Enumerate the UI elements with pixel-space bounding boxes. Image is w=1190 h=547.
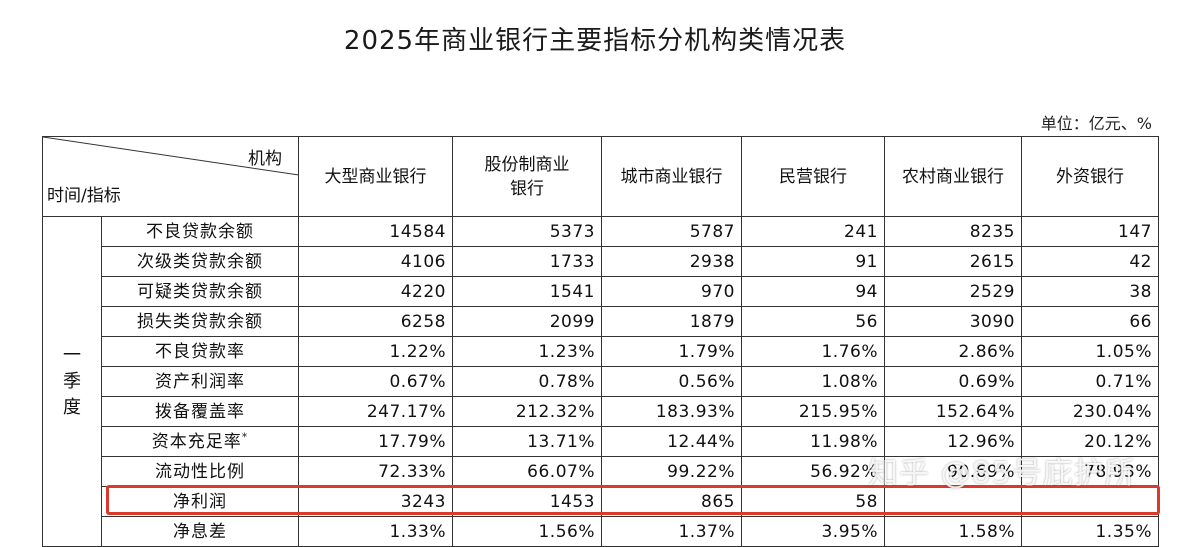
table-cell: 1.37% bbox=[601, 516, 742, 547]
table-cell: 11.98% bbox=[741, 426, 885, 457]
table-cell: 78.93% bbox=[1021, 456, 1159, 487]
table-cell: 1879 bbox=[601, 306, 742, 337]
table-cell: 91 bbox=[741, 246, 885, 277]
table-cell: 12.44% bbox=[601, 426, 742, 457]
table-cell: 1.56% bbox=[452, 516, 602, 547]
column-header: 大型商业银行 bbox=[298, 136, 453, 217]
table-cell: 1.08% bbox=[741, 366, 885, 397]
table-cell: 241 bbox=[741, 216, 885, 247]
table-cell: 66 bbox=[1021, 306, 1159, 337]
table-cell: 3.95% bbox=[741, 516, 885, 547]
table-cell: 66.07% bbox=[452, 456, 602, 487]
table-cell: 1.35% bbox=[1021, 516, 1159, 547]
table-cell bbox=[1021, 486, 1159, 517]
indicator-label: 可疑类贷款余额 bbox=[101, 276, 299, 307]
table-row: 净利润 3243 1453 865 58 bbox=[43, 486, 1159, 517]
table-cell: 230.04% bbox=[1021, 396, 1159, 427]
table-cell: 183.93% bbox=[601, 396, 742, 427]
table-cell: 152.64% bbox=[884, 396, 1022, 427]
corner-time-indicator-label: 时间/指标 bbox=[47, 186, 121, 206]
indicator-label: 流动性比例 bbox=[101, 456, 299, 487]
watermark: 知乎 @85号庇护所 bbox=[868, 456, 1136, 491]
indicator-label: 拨备覆盖率 bbox=[101, 396, 299, 427]
period-cell: 一 季 度 bbox=[42, 216, 102, 547]
table-cell: 56 bbox=[741, 306, 885, 337]
bank-indicators-table: 机构 时间/指标 大型商业银行 股份制商业 银行 城市商业银行 民营银行 农村商… bbox=[42, 136, 1159, 547]
indicator-label: 资本充足率* bbox=[101, 426, 299, 457]
table-cell: 2529 bbox=[884, 276, 1022, 307]
table-cell: 13.71% bbox=[452, 426, 602, 457]
table-cell: 5373 bbox=[452, 216, 602, 247]
indicator-label: 资产利润率 bbox=[101, 366, 299, 397]
unit-label: 单位：亿元、% bbox=[1040, 114, 1152, 133]
table-row: 可疑类贷款余额 4220 1541 970 94 2529 38 bbox=[43, 276, 1159, 307]
indicator-label: 损失类贷款余额 bbox=[101, 306, 299, 337]
table-row: 拨备覆盖率 247.17% 212.32% 183.93% 215.95% 15… bbox=[43, 396, 1159, 427]
column-header: 城市商业银行 bbox=[601, 136, 742, 217]
table-cell: 2099 bbox=[452, 306, 602, 337]
table-cell: 2615 bbox=[884, 246, 1022, 277]
table-cell: 14584 bbox=[298, 216, 453, 247]
table-cell: 0.71% bbox=[1021, 366, 1159, 397]
table-cell: 8235 bbox=[884, 216, 1022, 247]
header-row: 机构 时间/指标 大型商业银行 股份制商业 银行 城市商业银行 民营银行 农村商… bbox=[42, 136, 1159, 217]
column-header: 外资银行 bbox=[1021, 136, 1159, 217]
indicator-label: 不良贷款率 bbox=[101, 336, 299, 367]
table-cell: 58 bbox=[741, 486, 885, 517]
table-cell: 94 bbox=[741, 276, 885, 307]
table-cell: 247.17% bbox=[298, 396, 453, 427]
table-cell: 72.33% bbox=[298, 456, 453, 487]
table-cell: 4106 bbox=[298, 246, 453, 277]
table-cell: 0.78% bbox=[452, 366, 602, 397]
table-cell: 38 bbox=[1021, 276, 1159, 307]
table-row: 资产利润率 0.67% 0.78% 0.56% 1.08% 0.69% 0.71… bbox=[43, 366, 1159, 397]
indicator-label: 净利润 bbox=[101, 486, 299, 517]
table-cell: 2.86% bbox=[884, 336, 1022, 367]
corner-header-cell: 机构 时间/指标 bbox=[42, 136, 299, 217]
table-cell: 3090 bbox=[884, 306, 1022, 337]
column-header: 民营银行 bbox=[741, 136, 885, 217]
indicator-label: 净息差 bbox=[101, 516, 299, 547]
corner-diagonal-line bbox=[43, 137, 298, 176]
footnote-marker: * bbox=[241, 429, 249, 443]
table-cell: 5787 bbox=[601, 216, 742, 247]
table-cell: 3243 bbox=[298, 486, 453, 517]
table-cell: 1541 bbox=[452, 276, 602, 307]
table-row: 一 季 度 不良贷款余额 14584 5373 5787 241 8235 14… bbox=[42, 216, 1159, 547]
table-cell: 0.69% bbox=[884, 366, 1022, 397]
table-cell: 42 bbox=[1021, 246, 1159, 277]
table-row: 损失类贷款余额 6258 2099 1879 56 3090 66 bbox=[43, 306, 1159, 337]
table-cell: 0.56% bbox=[601, 366, 742, 397]
table-cell: 1.22% bbox=[298, 336, 453, 367]
table-cell: 56.92% bbox=[741, 456, 885, 487]
table-cell: 970 bbox=[601, 276, 742, 307]
table-cell: 1.33% bbox=[298, 516, 453, 547]
table-cell: 1.76% bbox=[741, 336, 885, 367]
corner-institution-label: 机构 bbox=[248, 149, 282, 169]
table-cell: 1.05% bbox=[1021, 336, 1159, 367]
table-row: 不良贷款率 1.22% 1.23% 1.79% 1.76% 2.86% 1.05… bbox=[43, 336, 1159, 367]
highlight-box bbox=[106, 485, 1160, 515]
table-cell: 147 bbox=[1021, 216, 1159, 247]
table-cell: 1.79% bbox=[601, 336, 742, 367]
table-cell: 17.79% bbox=[298, 426, 453, 457]
table-row-net-interest-margin: 净息差 1.33% 1.56% 1.37% 3.95% 1.58% 1.35% bbox=[43, 516, 1159, 547]
table-cell: 6258 bbox=[298, 306, 453, 337]
table-cell: 212.32% bbox=[452, 396, 602, 427]
table-cell: 2938 bbox=[601, 246, 742, 277]
table-title: 2025年商业银行主要指标分机构类情况表 bbox=[343, 26, 847, 56]
table-row: 次级类贷款余额 4106 1733 2938 91 2615 42 bbox=[43, 246, 1159, 277]
indicator-label: 次级类贷款余额 bbox=[101, 246, 299, 277]
table-cell: 0.67% bbox=[298, 366, 453, 397]
table-cell: 4220 bbox=[298, 276, 453, 307]
table-cell: 99.22% bbox=[601, 456, 742, 487]
column-header: 股份制商业 银行 bbox=[452, 136, 602, 217]
indicator-label: 不良贷款余额 bbox=[101, 216, 299, 247]
table-cell: 1733 bbox=[452, 246, 602, 277]
column-header: 农村商业银行 bbox=[884, 136, 1022, 217]
table-cell: 1.58% bbox=[884, 516, 1022, 547]
table-cell: 1.23% bbox=[452, 336, 602, 367]
table-cell: 215.95% bbox=[741, 396, 885, 427]
